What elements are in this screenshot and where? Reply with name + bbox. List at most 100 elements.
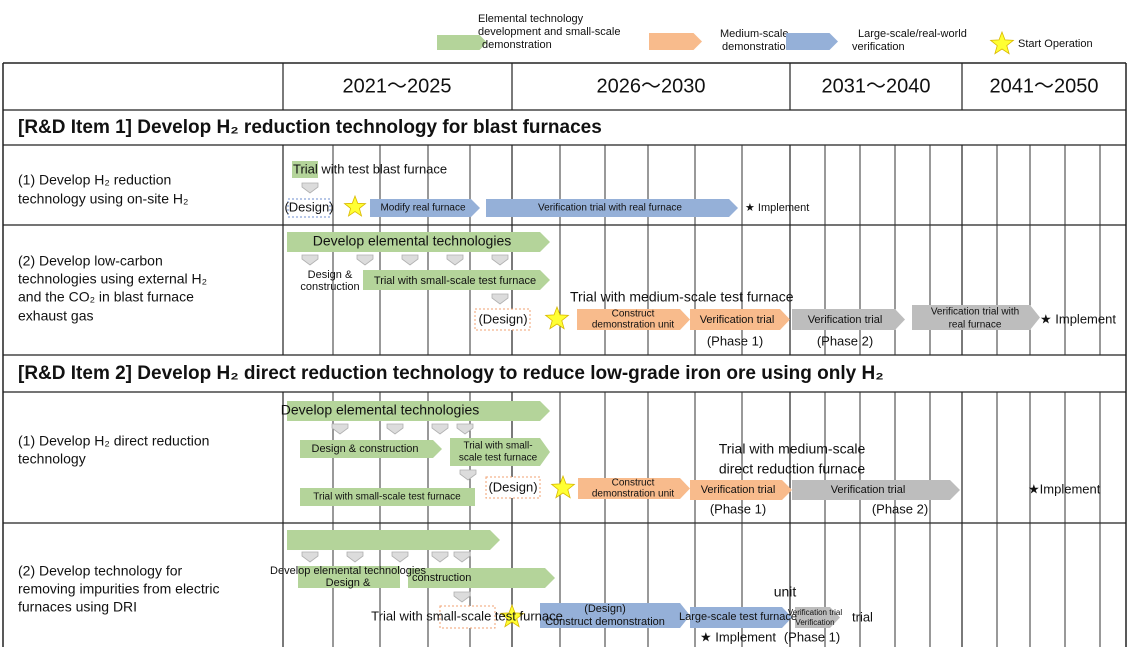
down-arrow	[431, 423, 449, 435]
row-label: and the CO₂ in blast furnace	[18, 289, 194, 305]
dashed-box	[485, 476, 541, 499]
row-label: (1) Develop H₂ direct reduction	[18, 433, 209, 449]
arrow	[370, 199, 480, 217]
arrow	[912, 305, 1040, 330]
arrow	[786, 33, 838, 50]
label: Verification trial with real furnace	[538, 203, 682, 214]
row-label: technologies using external H₂	[18, 271, 207, 287]
dashed-box	[287, 198, 331, 218]
legend-label: development and small-scale	[478, 26, 620, 38]
label: Verification trial	[831, 484, 906, 496]
label: Design & construction	[312, 443, 419, 455]
box	[298, 566, 400, 588]
down-arrow	[446, 254, 464, 266]
label: (Design)	[284, 199, 333, 214]
label: (Design)	[584, 603, 626, 615]
star	[550, 474, 576, 499]
row-label: (2) Develop technology for	[18, 563, 183, 579]
arrow	[363, 270, 550, 290]
label: Large-scale test furnace	[679, 611, 797, 623]
label: Trial with small-scale test furnace	[374, 275, 536, 287]
label: (Phase 2)	[817, 333, 873, 348]
section-title: [R&D Item 2] Develop H₂ direct reduction…	[18, 363, 884, 384]
label: scale test furnace	[459, 453, 538, 464]
label: ★ Implement	[745, 202, 809, 214]
box	[292, 161, 318, 178]
label: Trial with medium-scale	[719, 441, 866, 457]
row-label: removing impurities from electric	[18, 581, 220, 597]
arrow	[792, 309, 905, 330]
label: (Phase 1)	[707, 333, 763, 348]
label: (Design)	[488, 479, 537, 494]
label: Trial with small-scale test furnace	[313, 492, 461, 503]
down-arrow	[386, 423, 404, 435]
period-label: 2031～2040	[822, 75, 931, 97]
dashed-box	[474, 308, 531, 331]
arrow	[540, 603, 690, 628]
down-arrow	[401, 254, 419, 266]
down-arrow	[301, 551, 319, 563]
star	[989, 30, 1015, 55]
label: Trial with test blast furnace	[293, 161, 447, 176]
down-arrow	[356, 254, 374, 266]
row-label: (2) Develop low-carbon	[18, 253, 163, 269]
down-arrow	[346, 551, 364, 563]
label: Construct demonstration	[545, 616, 665, 628]
arrow	[577, 309, 690, 330]
row-label: technology	[18, 451, 86, 467]
label: ★ Implement	[700, 629, 776, 644]
label: (Phase 2)	[872, 501, 928, 516]
down-arrow	[491, 254, 509, 266]
arrow	[795, 607, 840, 628]
period-label: 2041～2050	[990, 75, 1099, 97]
label: Design &	[308, 269, 353, 281]
arrow	[578, 478, 690, 499]
arrow	[649, 33, 702, 50]
label: Design &	[326, 577, 371, 589]
down-arrow	[431, 551, 449, 563]
label: real furnace	[949, 320, 1002, 331]
legend-label: Elemental technology	[478, 13, 584, 25]
arrow	[408, 568, 555, 588]
down-arrow	[331, 423, 349, 435]
label: ★ Implement	[1040, 311, 1116, 326]
box	[300, 488, 475, 506]
arrow	[300, 440, 442, 458]
label: direct reduction furnace	[719, 461, 866, 477]
period-label: 2021～2025	[343, 75, 452, 97]
label: Verification trial	[808, 314, 883, 326]
legend-label: Large-scale/real-world	[858, 28, 967, 40]
down-arrow	[391, 551, 409, 563]
label: Develop elemental technologies	[281, 402, 479, 418]
label: (Phase 1)	[784, 629, 840, 644]
label: Verification trial with	[931, 307, 1019, 318]
label: construction	[412, 572, 471, 584]
label: Verification trial	[700, 314, 775, 326]
label: demonstration unit	[592, 489, 674, 500]
section-title: [R&D Item 1] Develop H₂ reduction techno…	[18, 117, 602, 138]
label: demonstration unit	[592, 320, 674, 331]
arrow	[287, 401, 550, 421]
label: Verification trial	[788, 608, 842, 617]
label: unit	[774, 584, 797, 600]
label: Develop elemental technologies	[270, 565, 426, 577]
arrow	[690, 607, 792, 628]
label: Develop elemental technologies	[313, 233, 511, 249]
down-arrow	[456, 423, 474, 435]
down-arrow	[491, 293, 509, 305]
label: Trial with medium-scale test furnace	[570, 289, 794, 305]
arrow	[450, 438, 550, 466]
label: Trial with small-scale test furnace	[371, 608, 563, 623]
row-label: exhaust gas	[18, 308, 94, 324]
row-label: furnaces using DRI	[18, 599, 137, 615]
down-arrow	[453, 551, 471, 563]
arrow	[486, 199, 738, 217]
period-label: 2026～2030	[597, 75, 706, 97]
arrow	[287, 530, 500, 550]
label: Construct	[612, 309, 655, 320]
arrow	[792, 480, 960, 500]
label: ★Implement	[1028, 481, 1101, 496]
label: Modify real furnace	[380, 203, 465, 214]
star	[343, 194, 367, 217]
star	[544, 305, 570, 330]
